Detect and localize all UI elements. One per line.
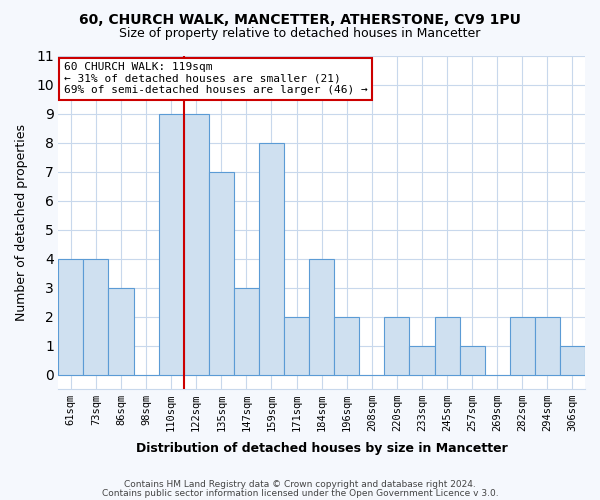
- Bar: [560, 346, 585, 374]
- Bar: [209, 172, 234, 374]
- Bar: [309, 258, 334, 374]
- X-axis label: Distribution of detached houses by size in Mancetter: Distribution of detached houses by size …: [136, 442, 508, 455]
- Text: 60 CHURCH WALK: 119sqm
← 31% of detached houses are smaller (21)
69% of semi-det: 60 CHURCH WALK: 119sqm ← 31% of detached…: [64, 62, 367, 96]
- Bar: [259, 142, 284, 374]
- Bar: [83, 258, 109, 374]
- Bar: [409, 346, 434, 374]
- Bar: [385, 316, 409, 374]
- Bar: [58, 258, 83, 374]
- Bar: [434, 316, 460, 374]
- Bar: [460, 346, 485, 374]
- Bar: [158, 114, 184, 374]
- Bar: [109, 288, 134, 374]
- Bar: [535, 316, 560, 374]
- Text: Contains public sector information licensed under the Open Government Licence v : Contains public sector information licen…: [101, 488, 499, 498]
- Text: Contains HM Land Registry data © Crown copyright and database right 2024.: Contains HM Land Registry data © Crown c…: [124, 480, 476, 489]
- Bar: [184, 114, 209, 374]
- Y-axis label: Number of detached properties: Number of detached properties: [15, 124, 28, 321]
- Text: 60, CHURCH WALK, MANCETTER, ATHERSTONE, CV9 1PU: 60, CHURCH WALK, MANCETTER, ATHERSTONE, …: [79, 12, 521, 26]
- Bar: [334, 316, 359, 374]
- Bar: [510, 316, 535, 374]
- Bar: [234, 288, 259, 374]
- Text: Size of property relative to detached houses in Mancetter: Size of property relative to detached ho…: [119, 28, 481, 40]
- Bar: [284, 316, 309, 374]
